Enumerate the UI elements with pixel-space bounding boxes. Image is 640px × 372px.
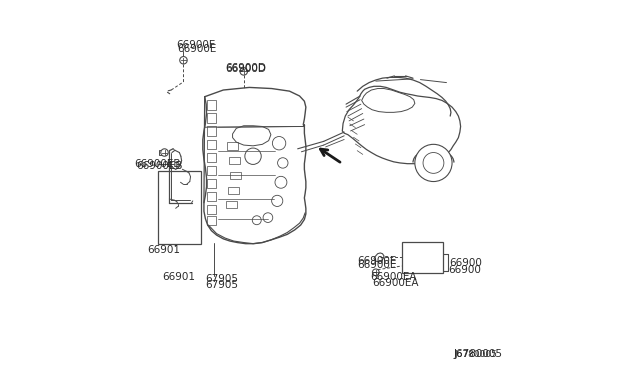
Circle shape xyxy=(372,269,379,276)
Bar xyxy=(207,113,216,123)
Text: 66900: 66900 xyxy=(449,258,483,268)
Bar xyxy=(207,192,216,201)
Text: 66900EB: 66900EB xyxy=(135,160,181,169)
Text: 66901: 66901 xyxy=(162,272,195,282)
Text: 67905: 67905 xyxy=(205,280,239,290)
Bar xyxy=(207,126,216,136)
Text: 66900E: 66900E xyxy=(177,40,216,50)
Bar xyxy=(207,216,216,225)
Text: 66900EA: 66900EA xyxy=(372,279,419,288)
Text: 67905: 67905 xyxy=(205,274,239,284)
Bar xyxy=(229,157,240,164)
Text: 66900E: 66900E xyxy=(357,256,397,266)
Text: 66900D: 66900D xyxy=(225,63,266,73)
Text: 66900EB: 66900EB xyxy=(136,161,182,170)
Circle shape xyxy=(240,68,248,75)
Bar xyxy=(207,179,216,188)
Circle shape xyxy=(415,144,452,182)
Bar xyxy=(207,153,216,162)
Bar xyxy=(230,172,241,179)
Bar xyxy=(207,205,216,214)
Bar xyxy=(158,171,201,244)
Text: 66901: 66901 xyxy=(147,245,180,255)
Text: 66900E: 66900E xyxy=(357,260,397,270)
Text: 66900E: 66900E xyxy=(177,44,216,54)
Text: 66900: 66900 xyxy=(449,265,481,275)
Bar xyxy=(402,242,443,273)
Bar xyxy=(207,100,216,110)
Bar xyxy=(228,187,239,194)
Text: 66900D: 66900D xyxy=(225,64,266,74)
Circle shape xyxy=(161,149,168,156)
Circle shape xyxy=(180,57,187,64)
Bar xyxy=(207,140,216,149)
Bar xyxy=(227,142,238,150)
Text: 66900EA: 66900EA xyxy=(370,272,417,282)
Bar xyxy=(207,166,216,175)
Bar xyxy=(159,150,166,155)
Bar xyxy=(227,201,237,208)
Text: J6780005: J6780005 xyxy=(454,350,497,359)
Text: J6780005: J6780005 xyxy=(454,349,503,359)
